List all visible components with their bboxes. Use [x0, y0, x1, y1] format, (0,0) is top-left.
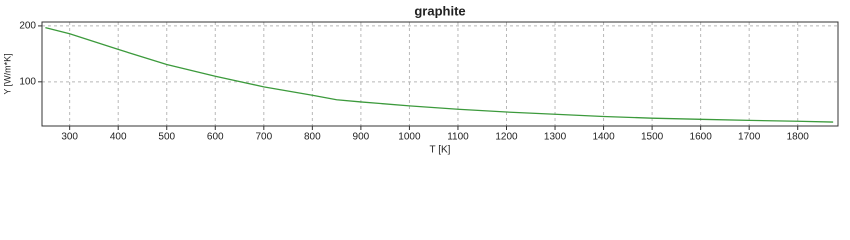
x-tick-label: 1100	[447, 132, 469, 143]
x-tick-label: 700	[255, 132, 272, 143]
chart-title: graphite	[414, 3, 465, 18]
x-tick-label: 400	[110, 132, 127, 143]
background	[0, 0, 850, 158]
x-tick-label: 1200	[495, 132, 518, 143]
x-tick-label: 800	[304, 132, 321, 143]
x-tick-label: 500	[158, 132, 175, 143]
x-tick-label: 1700	[738, 132, 761, 143]
x-tick-label: 300	[61, 132, 78, 143]
y-tick-label: 100	[19, 76, 36, 87]
plot-frame	[41, 21, 839, 127]
x-axis-label: T [K]	[430, 145, 451, 156]
x-tick-label: 1000	[398, 132, 421, 143]
x-tick-label: 1600	[690, 132, 713, 143]
x-tick-label: 1400	[592, 132, 615, 143]
x-tick-label: 900	[353, 132, 370, 143]
x-tick-label: 1500	[641, 132, 664, 143]
data-line	[45, 26, 834, 123]
x-tick-label: 1800	[787, 132, 810, 143]
x-tick-label: 600	[207, 132, 224, 143]
x-tick-label: 1300	[544, 132, 567, 143]
y-axis-label: Y [W/m*K]	[2, 53, 12, 94]
y-tick-label: 200	[19, 21, 36, 32]
chart: graphite T [K] Y [W/m*K] 100 200 300 400 500…	[0, 0, 850, 158]
